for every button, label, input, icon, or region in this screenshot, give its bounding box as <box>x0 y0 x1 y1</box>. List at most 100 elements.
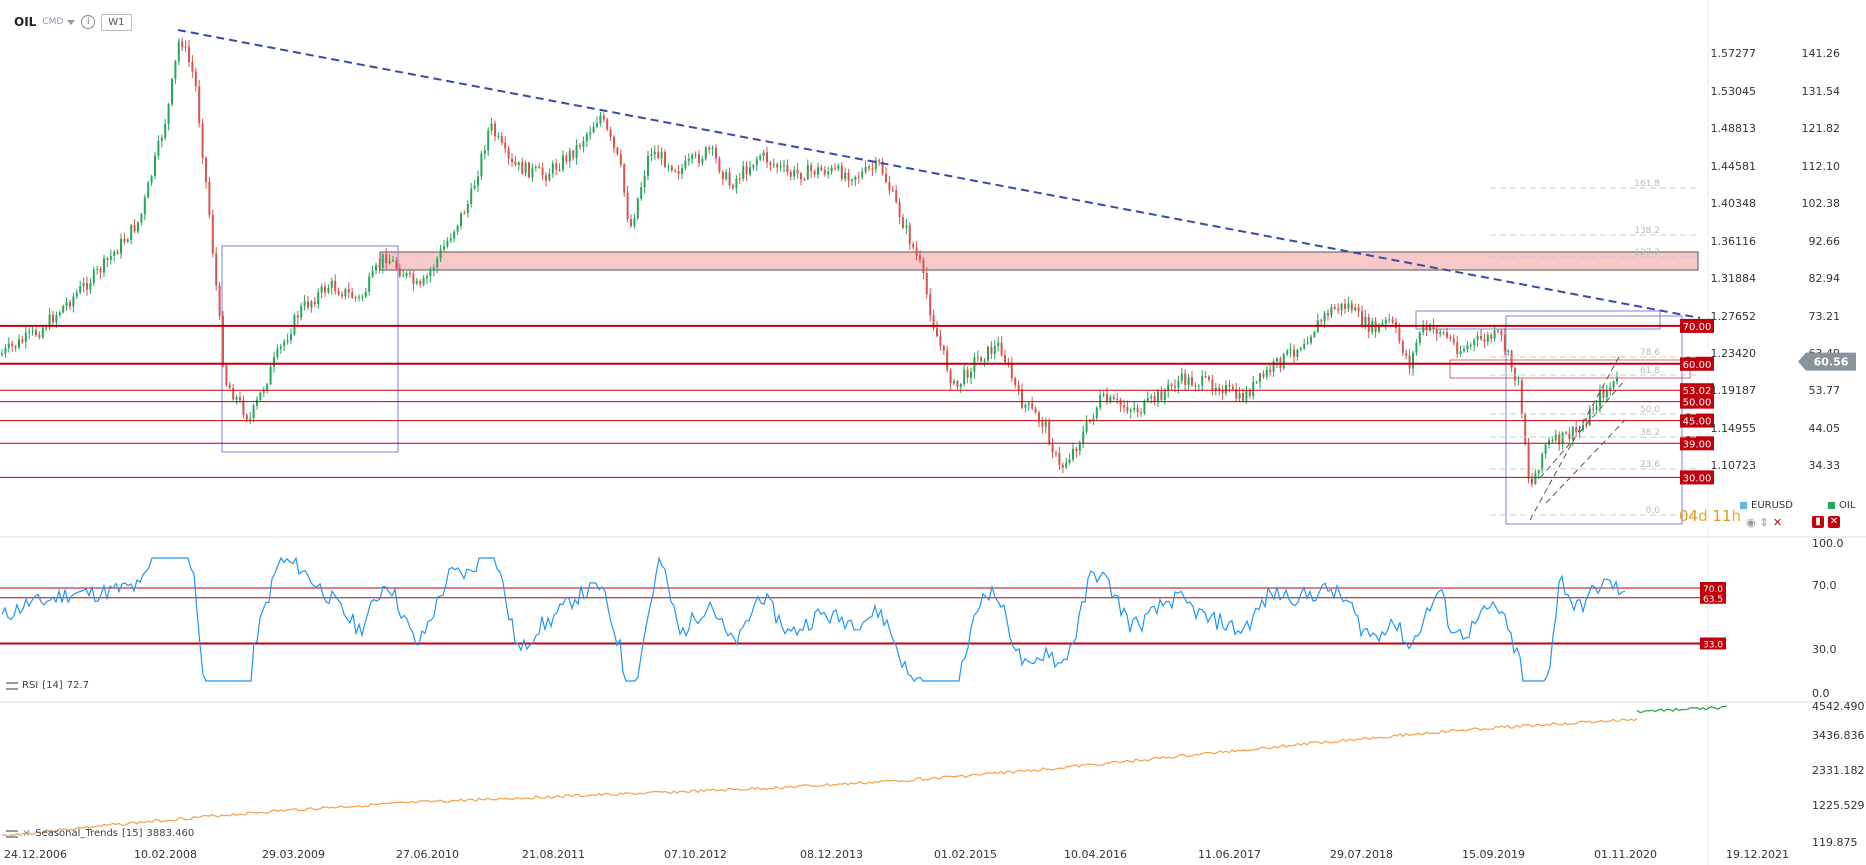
level-label-box <box>1680 383 1714 398</box>
chevron-down-icon[interactable] <box>67 19 76 25</box>
level-label-box <box>1680 436 1714 451</box>
rsi-level-label: 70.0 <box>1703 585 1723 595</box>
candle-body <box>211 215 214 254</box>
candle-body <box>895 190 898 203</box>
candle-body <box>1531 478 1533 484</box>
seasonal-axis-label: 1225.529 <box>1812 799 1865 812</box>
candle-body <box>789 171 792 177</box>
oil-axis-label: 112.10 <box>1802 160 1841 173</box>
candle-body <box>575 145 578 158</box>
candle-body <box>657 151 660 159</box>
candle-body <box>803 179 806 181</box>
rsi-value: 72.7 <box>66 680 90 691</box>
info-icon[interactable]: i <box>81 15 96 29</box>
candle-body <box>1238 393 1241 399</box>
candle-body <box>759 156 762 160</box>
level-label-box <box>1680 470 1714 485</box>
candle-body <box>174 61 177 80</box>
candle-body <box>606 119 609 130</box>
candle-body <box>1153 396 1156 402</box>
candle-body <box>1282 354 1285 368</box>
rsi-indicator-label[interactable]: RSI [14] 72.7 <box>6 680 89 691</box>
candle-body <box>1527 443 1530 479</box>
seasonal-axis-label: 4542.490 <box>1812 700 1865 713</box>
candle-body <box>1415 342 1418 353</box>
indicator-settings-icon[interactable] <box>6 681 18 690</box>
candle-body <box>1459 350 1462 355</box>
candle-body <box>718 158 721 172</box>
candle-body <box>344 289 347 297</box>
candle-body <box>1320 320 1323 322</box>
candle-body <box>41 327 44 338</box>
symbol-label[interactable]: OIL <box>14 15 37 29</box>
candle-body <box>531 167 534 178</box>
candle-body <box>398 268 401 277</box>
candle-body <box>854 176 857 180</box>
legend-oil[interactable]: OIL <box>1828 500 1855 511</box>
fib-level-label: 23.6 <box>1640 460 1660 470</box>
close-icon[interactable]: ✕ <box>1828 516 1840 528</box>
candle-body <box>215 253 218 286</box>
chevron-updown-icon[interactable]: ⇕ <box>1759 516 1769 529</box>
candle-body <box>429 270 432 277</box>
instrument-header: OIL CMD i W1 <box>14 12 132 32</box>
candle-body <box>1612 381 1615 388</box>
candle-body <box>1289 349 1292 351</box>
candle-body <box>256 399 258 406</box>
candle-body <box>558 169 561 171</box>
candle-body <box>1350 303 1353 311</box>
candle-body <box>667 166 670 168</box>
legend-eurusd[interactable]: EURUSD <box>1740 500 1793 511</box>
candle-body <box>1544 444 1547 454</box>
eye-icon[interactable]: ◉ <box>1746 516 1756 529</box>
candle-body <box>177 41 180 62</box>
candle-body <box>456 225 459 232</box>
candle-body <box>1177 380 1180 388</box>
candle-body <box>1616 377 1618 382</box>
candle-body <box>14 346 17 348</box>
candle-body <box>1310 336 1312 343</box>
candle-body <box>266 384 269 391</box>
candle-body <box>1024 404 1027 408</box>
timeframe-selector[interactable]: W1 <box>101 13 132 31</box>
candles-icon[interactable]: ▮ <box>1812 516 1824 528</box>
fib-level-label: 0.0 <box>1646 506 1661 516</box>
candle-body <box>1588 408 1591 425</box>
candle-body <box>1582 424 1584 431</box>
candle-body <box>861 171 864 178</box>
seasonal-indicator-label[interactable]: ✕ Seasonal_Trends [15] 3883.460 <box>6 827 194 840</box>
candle-body <box>1605 390 1608 398</box>
candle-body <box>732 185 734 188</box>
candle-body <box>249 418 252 420</box>
indicator-settings-icon[interactable] <box>6 829 18 838</box>
candle-body <box>446 240 449 247</box>
rsi-param: [14] <box>42 680 63 691</box>
current-price-tag <box>1798 352 1856 371</box>
candle-body <box>1208 376 1210 380</box>
candle-body <box>184 46 187 48</box>
candle-body <box>154 155 156 177</box>
level-label: 53.02 <box>1683 386 1712 397</box>
candle-body <box>633 218 636 227</box>
resistance-zone <box>379 251 1699 271</box>
date-axis-label: 07.10.2012 <box>664 848 727 861</box>
candle-body <box>1221 390 1224 394</box>
countdown-h-unit: h <box>1731 507 1742 525</box>
candle-body <box>1112 397 1115 400</box>
candle-body <box>1507 350 1510 352</box>
eurusd-axis-label: 1.10723 <box>1711 459 1757 472</box>
candle-body <box>4 348 7 354</box>
close-icon[interactable]: ✕ <box>22 827 32 840</box>
candle-body <box>1269 369 1272 372</box>
candle-body <box>1344 303 1346 309</box>
candle-body <box>466 203 469 214</box>
candle-body <box>834 167 836 169</box>
oil-axis-label: 92.66 <box>1809 235 1841 248</box>
candle-body <box>1276 358 1278 362</box>
oil-axis-label: 131.54 <box>1802 85 1841 98</box>
candle-body <box>317 292 320 305</box>
candle-body <box>1092 417 1095 420</box>
close-icon[interactable]: ✕ <box>1772 516 1783 529</box>
candle-body <box>963 369 966 385</box>
